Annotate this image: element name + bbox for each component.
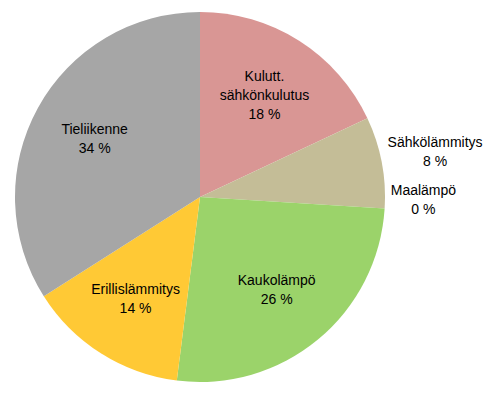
data-label: 34 %	[79, 140, 111, 156]
labels: Kulutt. sähkönkulutus 18 % Sähkölämmitys 8 %…	[61, 68, 482, 316]
plot-area	[15, 12, 385, 382]
data-label: 26 %	[261, 291, 293, 307]
pie-slice	[15, 12, 200, 296]
slice-label: Erillislämmitys	[91, 281, 180, 297]
slice-label: Kulutt. sähkönkulutus	[220, 68, 310, 103]
slice-label: Maalämpö	[391, 182, 457, 198]
pie-slice	[177, 197, 385, 382]
slice-label: Sähkölämmitys	[388, 134, 483, 150]
slice-label-line: Kaukolämpö	[238, 272, 316, 288]
slice-label-line: sähkönkulutus	[220, 87, 310, 103]
slice-label-line: Tieliikenne	[61, 121, 128, 137]
slice-label-line: Kulutt.	[245, 68, 285, 84]
pie	[15, 12, 385, 382]
slice-label-line: Maalämpö	[391, 182, 457, 198]
chart: Kulutt. sähkönkulutus 18 % Sähkölämmitys 8 %…	[0, 0, 500, 397]
slice-label-line: Sähkölämmitys	[388, 134, 483, 150]
slice-label-line: Erillislämmitys	[91, 281, 180, 297]
data-label: 18 %	[248, 106, 280, 122]
data-label: 14 %	[120, 300, 152, 316]
data-label: 0 %	[411, 201, 435, 217]
data-label: 8 %	[423, 153, 447, 169]
slice-label: Kaukolämpö	[238, 272, 316, 288]
pie-slice	[200, 118, 385, 208]
slice-label: Tieliikenne	[61, 121, 128, 137]
